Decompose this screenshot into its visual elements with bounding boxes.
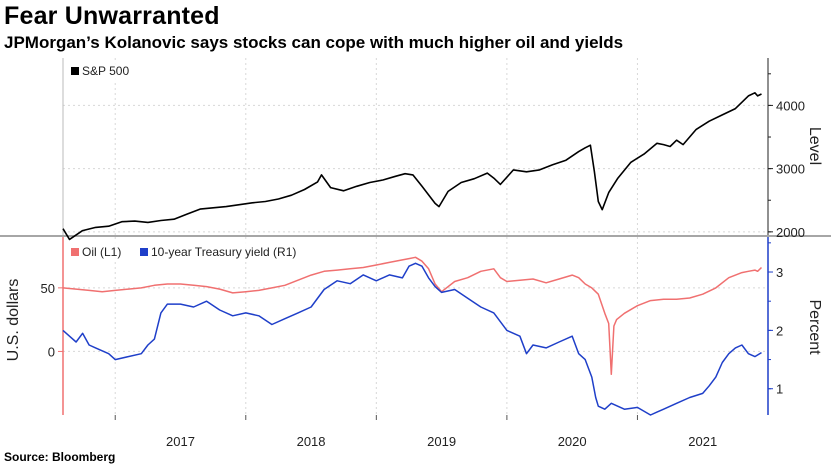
series-line-treasury [62,262,762,416]
x-tick-label-2020: 2020 [558,434,587,449]
y-tick-label-level-2000: 2000 [776,225,805,240]
y-tick-label-usd-50: 50 [41,281,55,296]
legend-label-sp500: S&P 500 [82,64,129,78]
y-tick-label-percent-3: 3 [776,265,783,280]
y-tick-label-level-4000: 4000 [776,98,805,113]
axis-title-level: Level [806,127,823,165]
axis-ticks: 2017 2018 2019 2020 2021 2000 3000 4000 0 50 1 2 3 [41,73,805,449]
legend-swatch-oil [71,248,79,256]
x-tick-label-2019: 2019 [427,434,456,449]
x-tick-label-2018: 2018 [297,434,326,449]
bottom-legend: Oil (L1) 10-year Treasury yield (R1) [64,242,326,262]
y-tick-label-percent-2: 2 [776,323,783,338]
chart-title: Fear Unwarranted [4,2,220,30]
y-tick-label-usd-0: 0 [48,344,55,359]
axis-title-percent: Percent [806,299,823,355]
chart-subtitle: JPMorgan’s Kolanovic says stocks can cop… [4,33,624,52]
x-tick-label-2017: 2017 [166,434,195,449]
series-lines [62,92,763,416]
y-tick-label-percent-1: 1 [776,382,783,397]
top-legend: S&P 500 [64,61,134,81]
legend-swatch-sp500 [71,67,79,75]
source-note: Source: Bloomberg [4,450,116,464]
y-tick-label-level-3000: 3000 [776,162,805,177]
legend-label-treasury: 10-year Treasury yield (R1) [151,245,296,259]
panel-frames [0,58,831,415]
series-line-sp500 [62,92,762,241]
series-line-oil [62,256,763,376]
axis-title-usd: U.S. dollars [5,279,22,362]
legend-label-oil: Oil (L1) [82,245,121,259]
legend-swatch-treasury [140,248,148,256]
x-tick-label-2021: 2021 [688,434,717,449]
